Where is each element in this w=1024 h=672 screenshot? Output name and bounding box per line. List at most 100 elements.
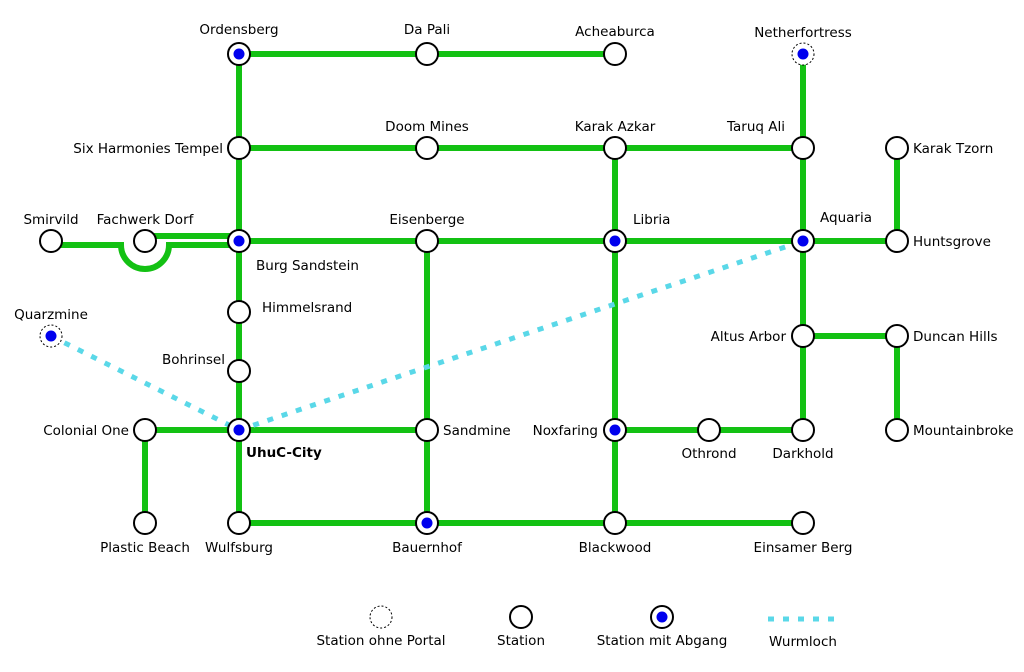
- station-himmelsrand[interactable]: Himmelsrand: [227, 300, 352, 324]
- station-marker: [885, 229, 909, 253]
- station-label: Einsamer Berg: [754, 540, 853, 556]
- station-label: Bohrinsel: [162, 352, 225, 368]
- station-marker: [791, 511, 815, 535]
- station-huntsgrove[interactable]: Huntsgrove: [885, 229, 991, 253]
- wormholes: [49, 238, 804, 433]
- station-marker: [39, 229, 63, 253]
- station-plastic-beach[interactable]: Plastic Beach: [100, 511, 190, 556]
- station-uhuc-city[interactable]: UhuC-City: [227, 418, 322, 461]
- station-label: Netherfortress: [754, 25, 852, 41]
- station-marker: [133, 229, 157, 253]
- station-blackwood[interactable]: Blackwood: [579, 511, 652, 556]
- station-karak-tzorn[interactable]: Karak Tzorn: [885, 136, 993, 160]
- station-label: Smirvild: [23, 212, 78, 228]
- station-marker: [603, 42, 627, 66]
- station-label: Altus Arbor: [711, 329, 787, 345]
- station-marker: [885, 324, 909, 348]
- station-label: Ordensberg: [199, 22, 278, 38]
- stations: Ordensberg Da Pali Acheaburca Netherfort…: [14, 22, 1014, 556]
- station-label: Noxfaring: [533, 423, 598, 439]
- station-darkhold[interactable]: Darkhold: [772, 418, 834, 462]
- station-marker: [603, 511, 627, 535]
- exit-dot: [45, 330, 57, 342]
- station-marker: [415, 418, 439, 442]
- station-altus-arbor[interactable]: Altus Arbor: [711, 324, 815, 348]
- exit-dot: [421, 517, 433, 529]
- station-marker: [133, 511, 157, 535]
- station-label: Quarzmine: [14, 307, 88, 323]
- station-colonial-one[interactable]: Colonial One: [43, 418, 157, 442]
- station-netherfortress[interactable]: Netherfortress: [754, 25, 852, 66]
- station-label: Da Pali: [404, 22, 450, 38]
- station-bauernhof[interactable]: Bauernhof: [392, 511, 463, 556]
- legend-exit: Station mit Abgang: [597, 605, 727, 649]
- station-marker: [885, 418, 909, 442]
- station-marker: [227, 136, 251, 160]
- station-mountainbroke[interactable]: Mountainbroke: [885, 418, 1014, 442]
- legend-no-portal-label: Station ohne Portal: [316, 633, 445, 649]
- station-libria[interactable]: Libria: [603, 212, 670, 253]
- station-aquaria[interactable]: Aquaria: [791, 210, 872, 253]
- legend: Station ohne Portal Station Station mit …: [316, 605, 840, 650]
- station-marker: [791, 136, 815, 160]
- station-bohrinsel[interactable]: Bohrinsel: [162, 352, 251, 383]
- station-marker: [133, 418, 157, 442]
- station-marker: [227, 300, 251, 324]
- station-burg-sandstein[interactable]: Burg Sandstein: [227, 229, 359, 274]
- station-label: Eisenberge: [389, 212, 464, 228]
- station-label: Othrond: [681, 446, 736, 462]
- station-label: Darkhold: [772, 446, 833, 462]
- station-label: Bauernhof: [392, 540, 463, 556]
- station-label: UhuC-City: [246, 445, 322, 461]
- station-label: Plastic Beach: [100, 540, 190, 556]
- station-othrond[interactable]: Othrond: [681, 418, 737, 462]
- station-label: Wulfsburg: [205, 540, 273, 556]
- station-quarzmine[interactable]: Quarzmine: [14, 307, 88, 348]
- wormhole-uhuc-aquaria: [238, 238, 804, 433]
- station-smirvild[interactable]: Smirvild: [23, 212, 79, 253]
- station-label: Himmelsrand: [262, 300, 352, 316]
- wormhole-quarzmine-uhuc: [49, 333, 241, 433]
- station-label: Sandmine: [443, 423, 511, 439]
- legend-wormhole-label: Wurmloch: [769, 634, 837, 650]
- station-wulfsburg[interactable]: Wulfsburg: [205, 511, 273, 556]
- station-doom-mines[interactable]: Doom Mines: [385, 119, 469, 160]
- station-six-harmonies[interactable]: Six Harmonies Tempel: [73, 136, 251, 160]
- station-label: Aquaria: [820, 210, 872, 226]
- station-marker: [791, 418, 815, 442]
- station-marker: [227, 359, 251, 383]
- station-label: Karak Tzorn: [913, 141, 993, 157]
- station-da-pali[interactable]: Da Pali: [404, 22, 450, 66]
- station-marker: [415, 229, 439, 253]
- station-label: Karak Azkar: [575, 119, 656, 135]
- station-ordensberg[interactable]: Ordensberg: [199, 22, 279, 66]
- station-marker: [415, 136, 439, 160]
- station-taruq-ali[interactable]: Taruq Ali: [726, 119, 815, 160]
- station-marker: [227, 511, 251, 535]
- station-duncan-hills[interactable]: Duncan Hills: [885, 324, 998, 348]
- legend-station-label: Station: [497, 633, 545, 649]
- station-karak-azkar[interactable]: Karak Azkar: [575, 119, 656, 160]
- station-marker: [885, 136, 909, 160]
- exit-dot: [797, 48, 809, 60]
- station-sandmine[interactable]: Sandmine: [415, 418, 511, 442]
- station-label: Acheaburca: [575, 24, 655, 40]
- exit-dot: [609, 424, 621, 436]
- station-einsamer-berg[interactable]: Einsamer Berg: [754, 511, 853, 556]
- station-label: Mountainbroke: [913, 423, 1014, 439]
- station-label: Huntsgrove: [913, 234, 991, 250]
- station-label: Blackwood: [579, 540, 652, 556]
- legend-wormhole: Wurmloch: [768, 616, 840, 650]
- legend-station: Station: [497, 605, 545, 649]
- legend-no-portal: Station ohne Portal: [316, 605, 446, 649]
- station-noxfaring[interactable]: Noxfaring: [533, 418, 627, 442]
- exit-dot: [233, 424, 245, 436]
- station-fachwerk-dorf[interactable]: Fachwerk Dorf: [97, 212, 195, 253]
- legend-exit-dot: [656, 611, 668, 623]
- station-eisenberge[interactable]: Eisenberge: [389, 212, 465, 253]
- station-marker: [603, 136, 627, 160]
- station-marker: [415, 42, 439, 66]
- station-acheaburca[interactable]: Acheaburca: [575, 24, 655, 66]
- line-smirvild-burgsandstein: [51, 242, 239, 272]
